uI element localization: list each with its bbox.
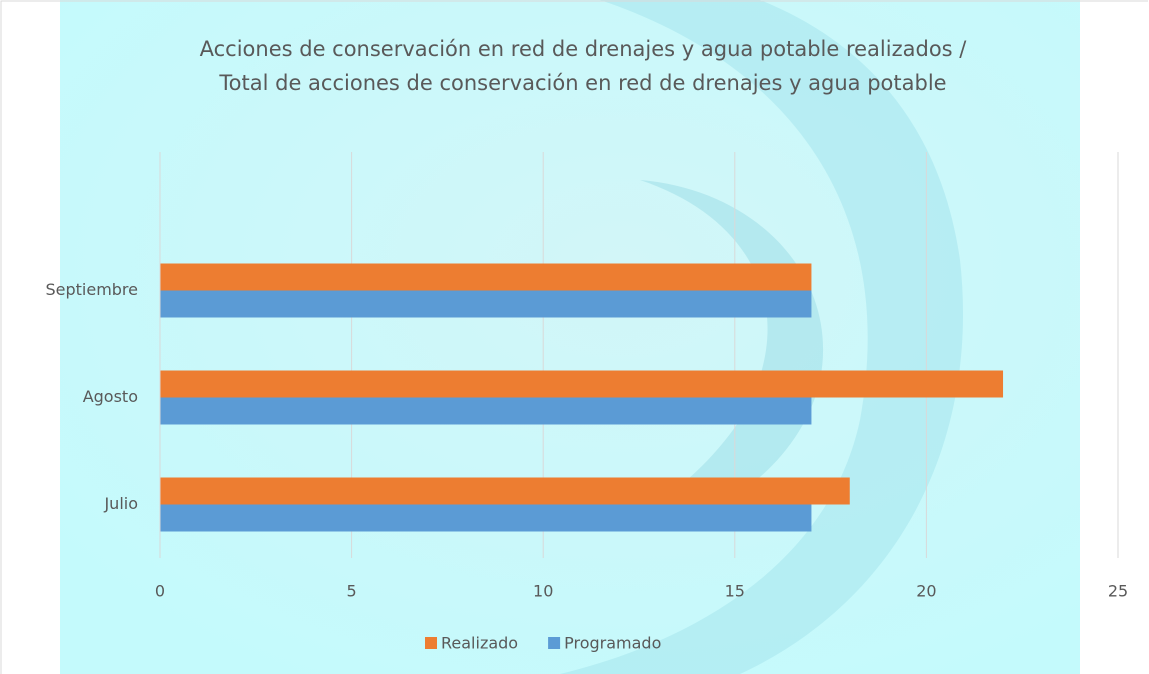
legend-swatch xyxy=(425,637,437,649)
x-tick-label: 5 xyxy=(347,582,357,601)
x-tick-label: 20 xyxy=(916,582,936,601)
x-tick-label: 15 xyxy=(725,582,745,601)
chart-title: Total de acciones de conservación en red… xyxy=(218,71,946,95)
watermark-shape xyxy=(560,0,964,674)
y-tick-label: Agosto xyxy=(83,387,138,406)
bar xyxy=(160,397,812,425)
bar xyxy=(160,290,812,318)
legend-label: Programado xyxy=(564,634,661,653)
x-tick-label: 0 xyxy=(155,582,165,601)
bar xyxy=(160,370,1004,398)
bar xyxy=(160,504,812,532)
legend-label: Realizado xyxy=(441,634,518,653)
y-tick-label: Julio xyxy=(103,494,138,513)
x-tick-label: 25 xyxy=(1108,582,1128,601)
chart-title: Acciones de conservación en red de drena… xyxy=(200,37,968,61)
legend-swatch xyxy=(548,637,561,649)
bar xyxy=(160,477,850,505)
x-tick-label: 10 xyxy=(533,582,553,601)
y-tick-label: Septiembre xyxy=(45,280,138,299)
bar xyxy=(160,263,812,291)
